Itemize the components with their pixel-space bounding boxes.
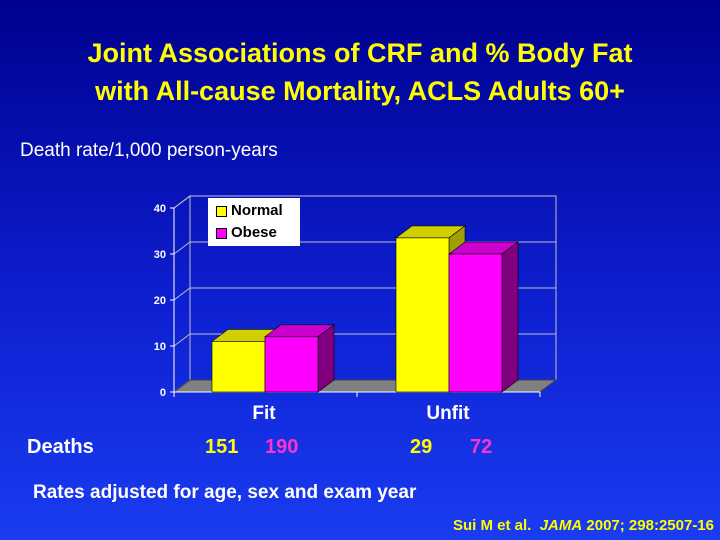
bar-unfit-obese <box>448 253 503 393</box>
legend-item-obese: Obese <box>216 224 277 241</box>
y-tick-label: 0 <box>160 387 166 399</box>
bar-fit-obese-side <box>317 324 335 393</box>
citation-ref: 2007; 298:2507-16 <box>586 517 714 534</box>
citation-journal: JAMA <box>539 517 583 534</box>
legend-swatch-obese <box>216 227 227 239</box>
bar-fit-obese <box>264 336 319 393</box>
title-line-2: with All-cause Mortality, ACLS Adults 60… <box>95 76 625 106</box>
deaths-fit-normal: 151 <box>205 436 239 458</box>
legend-swatch-normal <box>216 205 227 217</box>
citation-authors: Sui M et al. <box>453 517 532 534</box>
deaths-fit-obese: 190 <box>265 436 299 458</box>
y-tick-label: 10 <box>154 341 166 353</box>
deaths-label: Deaths <box>27 436 94 458</box>
y-tick-label: 20 <box>154 295 166 307</box>
title-line-1: Joint Associations of CRF and % Body Fat <box>87 38 633 68</box>
legend: Normal Obese <box>208 198 300 246</box>
y-tick-label: 30 <box>154 249 166 261</box>
category-label-fit: Fit <box>252 403 276 424</box>
citation: Sui M et al. JAMA 2007; 298:2507-16 <box>453 517 714 534</box>
adjustment-note: Rates adjusted for age, sex and exam yea… <box>33 482 417 503</box>
y-tick-label: 40 <box>154 203 166 215</box>
bar-unfit-obese-side <box>501 241 519 393</box>
bar-unfit-normal <box>395 237 450 393</box>
category-label-unfit: Unfit <box>426 403 470 424</box>
legend-label-obese: Obese <box>231 224 277 241</box>
legend-label-normal: Normal <box>231 202 283 219</box>
legend-item-normal: Normal <box>216 202 283 219</box>
deaths-unfit-normal: 29 <box>410 436 433 458</box>
bar-fit-normal <box>211 341 266 393</box>
deaths-unfit-obese: 72 <box>470 436 493 458</box>
y-axis-caption: Death rate/1,000 person-years <box>20 140 278 161</box>
gridline <box>173 195 556 209</box>
